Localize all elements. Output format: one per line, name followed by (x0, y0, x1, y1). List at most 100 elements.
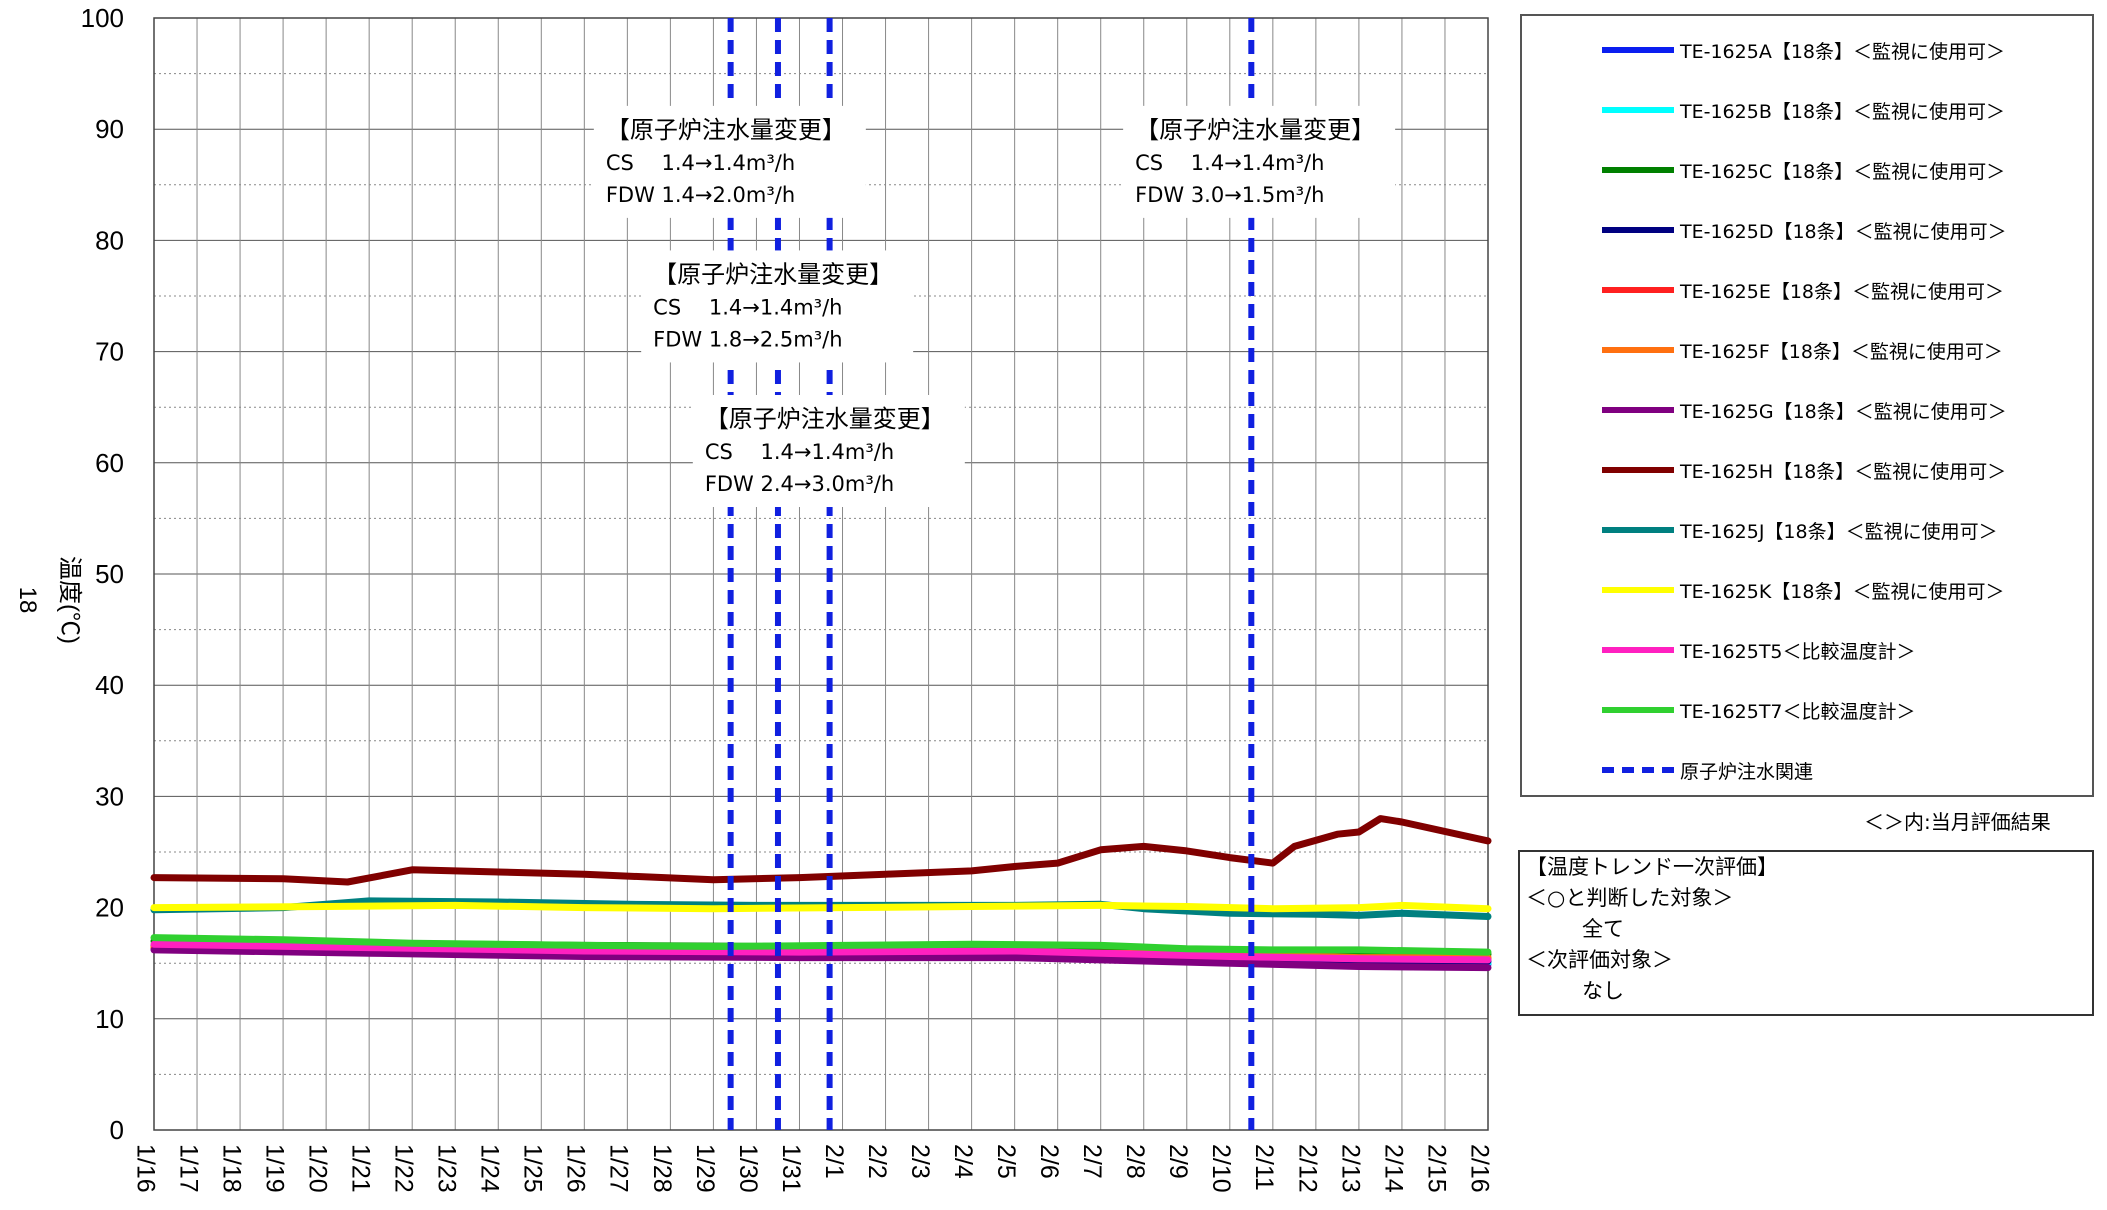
legend-item: TE-1625K【18条】＜監視に使用可＞ (1602, 575, 2004, 605)
x-tick-label: 1/23 (433, 1144, 461, 1193)
evaluation-box: 【温度トレンド一次評価】 ＜○と判断した対象＞ 全て ＜次評価対象＞ なし (1518, 850, 2094, 1016)
series-line (150, 940, 1492, 964)
x-tick-label: 1/25 (519, 1144, 547, 1193)
y-tick-label: 70 (95, 337, 124, 367)
annotation-text: FDW 3.0→1.5m³/h (1135, 183, 1324, 207)
x-tick-label: 2/8 (1121, 1144, 1149, 1179)
legend-label: TE-1625G【18条】＜監視に使用可＞ (1680, 400, 2007, 423)
x-tick-label: 1/20 (304, 1144, 332, 1193)
annotation-box (1123, 105, 1396, 218)
x-tick-label: 1/27 (605, 1144, 633, 1193)
series-line (150, 934, 1492, 956)
x-tick-label: 2/3 (906, 1144, 934, 1179)
x-tick-label: 1/19 (260, 1144, 288, 1193)
legend-label: TE-1625F【18条】＜監視に使用可＞ (1680, 340, 2003, 363)
legend-label: TE-1625T5＜比較温度計＞ (1680, 640, 1916, 663)
x-tick-label: 1/17 (174, 1144, 202, 1193)
x-tick-label: 2/9 (1164, 1144, 1192, 1179)
legend-item: TE-1625G【18条】＜監視に使用可＞ (1602, 395, 2007, 425)
evaluation-next-label: ＜次評価対象＞ (1526, 948, 1673, 972)
annotation-text: 【原子炉注水量変更】 (653, 260, 893, 288)
legend-item: TE-1625T5＜比較温度計＞ (1602, 635, 1916, 665)
y-tick-label: 90 (95, 114, 124, 144)
annotation-text: 【原子炉注水量変更】 (606, 116, 846, 144)
x-tick-label: 1/26 (562, 1144, 590, 1193)
x-tick-label: 1/29 (691, 1144, 719, 1193)
legend-item: TE-1625D【18条】＜監視に使用可＞ (1602, 215, 2007, 245)
x-tick-label: 2/5 (992, 1144, 1020, 1179)
legend-swatch (1602, 347, 1674, 353)
x-tick-label: 1/24 (476, 1144, 504, 1193)
annotation-box (641, 250, 914, 363)
y-tick-label: 80 (95, 225, 124, 255)
x-tick-label: 1/16 (131, 1144, 159, 1193)
annotation-box (593, 105, 866, 218)
x-tick-label: 1/18 (217, 1144, 245, 1193)
legend-swatch (1602, 227, 1674, 233)
legend-label: TE-1625E【18条】＜監視に使用可＞ (1680, 280, 2005, 303)
legend-swatch (1602, 407, 1674, 413)
annotation-text: FDW 1.8→2.5m³/h (653, 327, 842, 351)
y-tick-label: 60 (95, 448, 124, 478)
y-axis-label: 温度(℃) (56, 556, 83, 644)
legend-swatch (1602, 707, 1674, 713)
evaluation-next-value: なし (1582, 979, 1624, 1003)
legend-swatch (1602, 647, 1674, 653)
x-tick-label: 2/12 (1293, 1144, 1321, 1193)
series-line (150, 901, 1492, 913)
legend-swatch (1602, 527, 1674, 533)
annotation-box (692, 395, 965, 507)
legend-swatch (1602, 587, 1674, 593)
legend-item: TE-1625H【18条】＜監視に使用可＞ (1602, 455, 2006, 485)
plot-border (153, 17, 1489, 1131)
y-tick-label: 0 (110, 1115, 124, 1145)
legend-label: TE-1625B【18条】＜監視に使用可＞ (1680, 100, 2006, 123)
x-tick-label: 1/21 (347, 1144, 375, 1193)
y-tick-label: 50 (95, 559, 124, 589)
x-tick-label: 2/15 (1422, 1144, 1450, 1193)
evaluation-ok-label: ＜○と判断した対象＞ (1526, 886, 1734, 910)
legend-swatch (1602, 467, 1674, 473)
annotation-text: FDW 1.4→2.0m³/h (606, 183, 795, 207)
x-tick-label: 1/28 (648, 1144, 676, 1193)
x-tick-label: 2/16 (1465, 1144, 1493, 1193)
legend-item: TE-1625C【18条】＜監視に使用可＞ (1602, 155, 2005, 185)
legend-swatch (1602, 767, 1674, 773)
legend-swatch (1602, 167, 1674, 173)
legend-label: TE-1625D【18条】＜監視に使用可＞ (1680, 220, 2007, 243)
annotation-text: CS 1.4→1.4m³/h (653, 295, 842, 319)
x-tick-label: 2/10 (1207, 1144, 1235, 1193)
x-tick-label: 2/14 (1379, 1144, 1407, 1193)
evaluation-ok-value: 全て (1582, 917, 1624, 941)
annotation-text: CS 1.4→1.4m³/h (1135, 151, 1324, 175)
y-tick-label: 20 (95, 893, 124, 923)
legend: TE-1625A【18条】＜監視に使用可＞ TE-1625B【18条】＜監視に使用… (1520, 14, 2094, 797)
annotation-text: 【原子炉注水量変更】 (1135, 116, 1375, 144)
y-tick-label: 40 (95, 670, 124, 700)
legend-item: TE-1625E【18条】＜監視に使用可＞ (1602, 275, 2004, 305)
legend-label: TE-1625H【18条】＜監視に使用可＞ (1680, 460, 2007, 483)
annotation-text: FDW 2.4→3.0m³/h (705, 472, 894, 496)
annotation-text: 【原子炉注水量変更】 (705, 405, 945, 433)
x-tick-label: 1/31 (777, 1144, 805, 1193)
y-axis-prefix: 18 (14, 587, 41, 614)
evaluation-heading: 【温度トレンド一次評価】 (1526, 855, 1778, 879)
legend-label: TE-1625J【18条】＜監視に使用可＞ (1680, 520, 1998, 543)
temperature-chart: 0 10 20 30 40 50 60 70 80 90 100 1/16 1/17 1/18 1/19 1/… (14, 3, 1493, 1193)
annotation-text: CS 1.4→1.4m³/h (606, 151, 795, 175)
legend-label: TE-1625C【18条】＜監視に使用可＞ (1680, 160, 2006, 183)
x-tick-label: 2/11 (1250, 1144, 1278, 1191)
legend-item: 原子炉注水関連 (1602, 755, 1813, 785)
legend-swatch (1602, 287, 1674, 293)
y-tick-label: 100 (81, 3, 124, 33)
legend-label: TE-1625A【18条】＜監視に使用可＞ (1680, 40, 2005, 63)
x-tick-label: 2/6 (1035, 1144, 1063, 1179)
x-tick-label: 2/4 (949, 1144, 977, 1179)
legend-item: TE-1625B【18条】＜監視に使用可＞ (1602, 95, 2005, 125)
x-tick-label: 2/2 (863, 1144, 891, 1179)
legend-item: TE-1625T7＜比較温度計＞ (1602, 695, 1916, 725)
legend-item: TE-1625A【18条】＜監視に使用可＞ (1602, 35, 2005, 65)
legend-swatch (1602, 47, 1674, 53)
series-line (150, 946, 1492, 972)
legend-label: TE-1625K【18条】＜監視に使用可＞ (1680, 580, 2005, 603)
